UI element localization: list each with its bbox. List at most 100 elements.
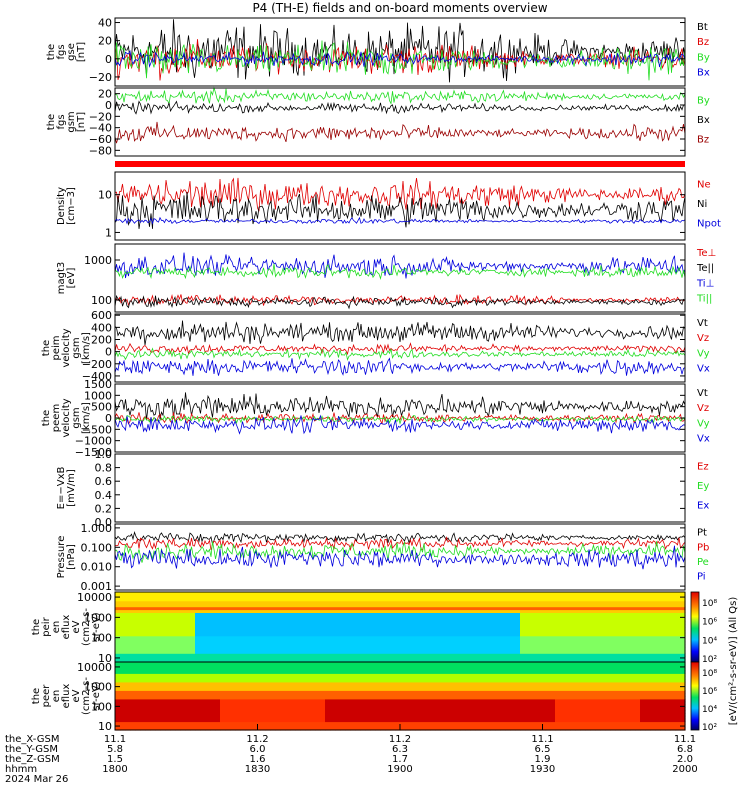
peir-eflux-cell [605, 621, 611, 625]
peir-eflux-cell [305, 615, 311, 619]
peir-eflux-cell [240, 659, 246, 663]
peir-eflux-cell [560, 597, 566, 602]
peir-eflux-cell [650, 627, 656, 631]
peir-eflux-cell [565, 624, 571, 628]
peir-eflux-cell [175, 594, 181, 599]
peir-eflux-cell [285, 592, 291, 596]
peir-eflux-cell [250, 627, 256, 631]
peer-eflux-cell [215, 693, 221, 697]
peir-eflux-cell [665, 629, 671, 634]
peer-eflux-cell [330, 693, 336, 697]
peir-eflux-cell [145, 650, 151, 654]
peem-velocity-ytick-label: 1000 [84, 389, 112, 402]
density-legend-Ne: Ne [697, 180, 711, 191]
peir-eflux-cell [475, 641, 481, 646]
peir-eflux-cell [655, 653, 661, 657]
peer-eflux-cell [430, 704, 436, 708]
peir-eflux-cell [425, 644, 431, 648]
peer-eflux-cell [355, 698, 361, 703]
peir-eflux-cell [190, 627, 196, 631]
peir-eflux-cell [520, 659, 526, 663]
peir-eflux-cell [135, 653, 141, 657]
peir-eflux-cell [410, 656, 416, 660]
peir-eflux-cell [150, 597, 156, 602]
peer-eflux-cell [370, 693, 376, 697]
peir-eflux-cell [150, 612, 156, 616]
peir-eflux-cell [230, 650, 236, 654]
peir-eflux-cell [180, 618, 186, 622]
peer-eflux-cell [215, 704, 221, 708]
peer-eflux-cell [140, 681, 146, 686]
peer-eflux-cell [330, 710, 336, 714]
peer-eflux-cell [295, 718, 301, 723]
peir-eflux-cell [200, 641, 206, 646]
peir-eflux-cell [580, 592, 586, 596]
peir-eflux-cell [575, 594, 581, 599]
peir-eflux-cell [550, 638, 556, 643]
peir-eflux-cell [365, 603, 371, 608]
peir-eflux-cell [155, 659, 161, 663]
peir-eflux-cell [165, 621, 171, 625]
peer-eflux-cell [410, 704, 416, 708]
peer-eflux-cell [275, 681, 281, 686]
peer-eflux-cell [345, 704, 351, 708]
peir-eflux-cell [350, 656, 356, 660]
peir-eflux-cell [350, 606, 356, 611]
peir-eflux-cell [660, 656, 666, 660]
peir-eflux-cell [165, 638, 171, 643]
peer-eflux-cell [145, 710, 151, 714]
peir-eflux-cell [575, 606, 581, 611]
peir-eflux-cell [570, 592, 576, 596]
peir-eflux-cell [585, 603, 591, 608]
peir-eflux-cell [215, 615, 221, 619]
peir-eflux-cell [265, 600, 271, 605]
peir-eflux-cell [280, 609, 286, 613]
peer-eflux-cell [500, 718, 506, 723]
peer-eflux-cell [205, 681, 211, 686]
peir-eflux-cell [630, 592, 636, 596]
peir-eflux-cell [525, 653, 531, 657]
peir-eflux-cell [265, 659, 271, 663]
peir-eflux-cell [290, 615, 296, 619]
peir-eflux-cell [380, 618, 386, 622]
peir-eflux-cell [530, 627, 536, 631]
peer-eflux-cell [370, 676, 376, 680]
peer-eflux-cell [200, 718, 206, 723]
peir-eflux-cell [205, 624, 211, 628]
peir-eflux-cell [480, 627, 486, 631]
peir-eflux-cell [380, 612, 386, 616]
peir-eflux-cell [180, 621, 186, 625]
peer-eflux-cell [420, 727, 426, 731]
peir-eflux-cell [425, 600, 431, 605]
peir-eflux-cell [120, 621, 126, 625]
peir-eflux-cell [220, 653, 226, 657]
peir-eflux-cell [140, 618, 146, 622]
peer-eflux-cell [285, 710, 291, 714]
peir-eflux-cell [250, 603, 256, 608]
peir-eflux-cell [435, 606, 441, 611]
peir-eflux-cell [525, 641, 531, 646]
peer-eflux-cell [165, 687, 171, 691]
peer-eflux-cell [205, 670, 211, 674]
peer-eflux-cell [295, 707, 301, 711]
peer-eflux-cell [295, 681, 301, 686]
peir-eflux-cell [445, 659, 451, 663]
peer-eflux-cell [250, 707, 256, 711]
peir-eflux-cell [575, 600, 581, 605]
peer-eflux-cell [475, 701, 481, 706]
peir-eflux-cell [300, 632, 306, 637]
peir-eflux-cell [545, 606, 551, 611]
peer-eflux-cell [160, 670, 166, 674]
peir-eflux-cell [145, 606, 151, 611]
peer-eflux-cell [410, 721, 416, 725]
peir-eflux-cell [570, 629, 576, 634]
peir-eflux-cell [160, 618, 166, 622]
peer-eflux-cell [475, 727, 481, 731]
peir-eflux-cell [555, 606, 561, 611]
peir-eflux-cell [195, 609, 201, 613]
peir-eflux-cell [675, 641, 681, 646]
peer-eflux-cell [490, 676, 496, 680]
peir-eflux-cell [245, 641, 251, 646]
peer-eflux-cell [335, 681, 341, 686]
